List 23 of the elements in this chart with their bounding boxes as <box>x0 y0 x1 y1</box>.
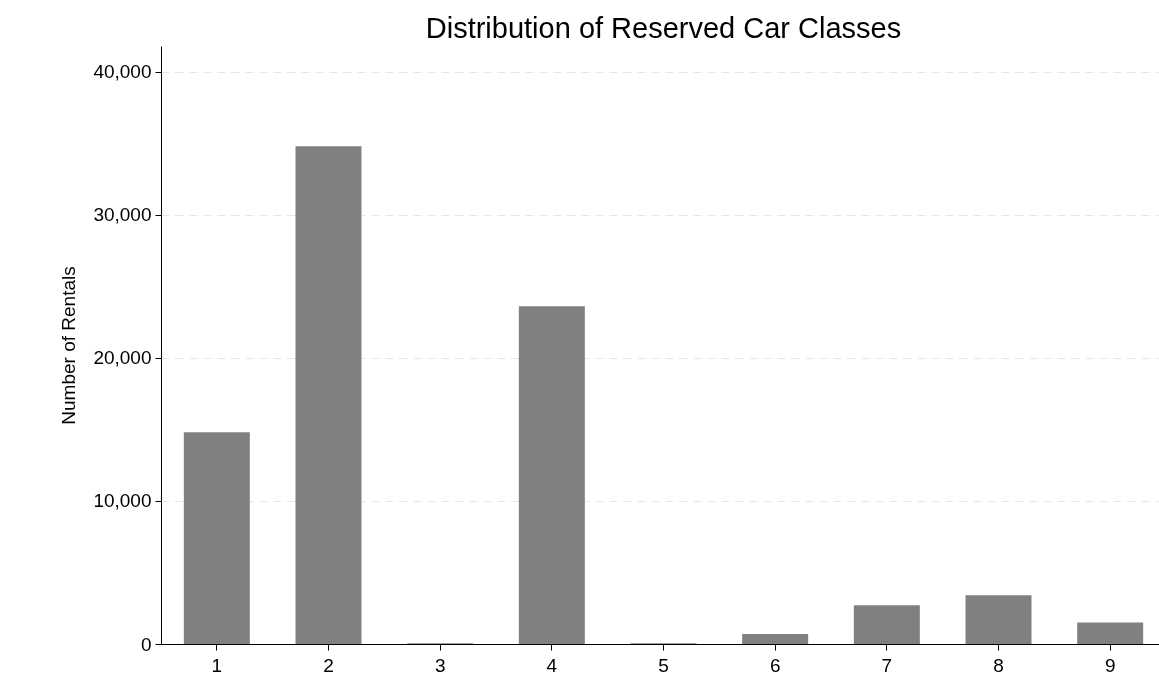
y-tick-label: 30,000 <box>93 204 152 226</box>
bar <box>965 595 1032 644</box>
x-tick-label: 6 <box>769 654 781 676</box>
bar <box>518 306 585 644</box>
x-tick-label: 2 <box>323 654 334 676</box>
x-tick-label: 4 <box>546 654 558 676</box>
bar <box>853 605 920 644</box>
y-tick-label: 0 <box>140 633 152 655</box>
x-tick-label: 1 <box>211 654 223 676</box>
y-axis-title: Number of Rentals <box>58 266 80 425</box>
y-tick-label: 40,000 <box>93 61 152 83</box>
x-tick-label: 5 <box>658 654 669 676</box>
x-tick-label: 3 <box>434 654 446 676</box>
bar <box>183 432 250 644</box>
y-tick-label: 10,000 <box>93 490 152 512</box>
bar <box>1077 622 1144 644</box>
chart-title: Distribution of Reserved Car Classes <box>425 12 902 44</box>
bar <box>742 633 809 644</box>
bar <box>295 146 362 644</box>
y-tick-label: 20,000 <box>93 347 152 369</box>
x-tick-label: 9 <box>1104 654 1116 676</box>
x-tick-label: 7 <box>881 654 893 676</box>
x-tick-label: 8 <box>993 654 1004 676</box>
